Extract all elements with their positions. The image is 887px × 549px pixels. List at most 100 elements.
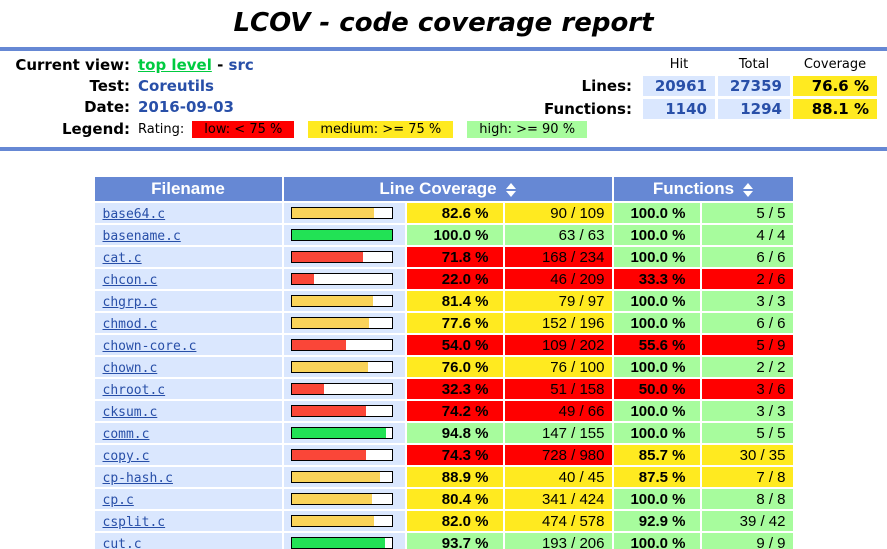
- column-header-filename[interactable]: Filename: [94, 177, 282, 201]
- summary-row-label: Functions:: [544, 100, 632, 118]
- coverage-bar: [290, 207, 393, 219]
- file-link[interactable]: chown.c: [102, 361, 158, 376]
- coverage-summary-table: Hit Total Coverage Lines: 20961 27359 76.6 % F…: [533, 54, 880, 122]
- line-coverage-ratio: 728 / 980: [504, 445, 612, 465]
- line-coverage-ratio: 76 / 100: [504, 357, 612, 377]
- coverage-bar: [290, 273, 393, 285]
- function-coverage-ratio: 5 / 5: [701, 203, 793, 223]
- table-row: cksum.c 74.2 % 49 / 66 100.0 % 3 / 3: [94, 401, 793, 421]
- sort-updown-icon[interactable]: [505, 182, 516, 197]
- test-value: Coreutils: [138, 77, 214, 95]
- file-link[interactable]: chmod.c: [102, 317, 158, 332]
- file-link[interactable]: cp-hash.c: [102, 471, 173, 486]
- coverage-bar-cell: [283, 335, 405, 355]
- file-coverage-table: Filename Line Coverage Functions base64.…: [93, 175, 795, 549]
- file-link[interactable]: chroot.c: [102, 383, 166, 398]
- coverage-bar-cell: [283, 357, 405, 377]
- summary-row: Functions: 1140 1294 88.1 %: [536, 99, 877, 119]
- file-link[interactable]: basename.c: [102, 229, 181, 244]
- legend-chip-low: low: < 75 %: [192, 121, 295, 138]
- function-coverage-percent: 100.0 %: [613, 423, 700, 443]
- coverage-bar: [290, 339, 393, 351]
- function-coverage-percent: 100.0 %: [613, 489, 700, 509]
- function-coverage-ratio: 3 / 3: [701, 291, 793, 311]
- table-row: chmod.c 77.6 % 152 / 196 100.0 % 6 / 6: [94, 313, 793, 333]
- function-coverage-ratio: 9 / 9: [701, 533, 793, 549]
- column-header-functions[interactable]: Functions: [613, 177, 793, 201]
- function-coverage-ratio: 2 / 2: [701, 357, 793, 377]
- summary-col-header: Total: [738, 57, 770, 72]
- coverage-bar: [290, 295, 393, 307]
- coverage-bar: [290, 251, 393, 263]
- table-row: copy.c 74.3 % 728 / 980 85.7 % 30 / 35: [94, 445, 793, 465]
- line-coverage-ratio: 168 / 234: [504, 247, 612, 267]
- file-link[interactable]: chcon.c: [102, 273, 158, 288]
- summary-coverage-value: 88.1 %: [793, 99, 877, 119]
- coverage-bar-cell: [283, 269, 405, 289]
- coverage-bar: [290, 427, 393, 439]
- coverage-bar-cell: [283, 291, 405, 311]
- file-link[interactable]: cksum.c: [102, 405, 158, 420]
- function-coverage-ratio: 6 / 6: [701, 247, 793, 267]
- summary-row-label: Lines:: [581, 77, 632, 95]
- file-link[interactable]: cp.c: [102, 493, 134, 508]
- filename-cell: csplit.c: [94, 511, 282, 531]
- file-link[interactable]: cat.c: [102, 251, 142, 266]
- test-label: Test:: [89, 77, 130, 95]
- function-coverage-ratio: 5 / 5: [701, 423, 793, 443]
- page-title: LCOV - code coverage report: [233, 8, 654, 38]
- file-link[interactable]: chgrp.c: [102, 295, 158, 310]
- coverage-bar: [290, 229, 393, 241]
- coverage-bar-cell: [283, 467, 405, 487]
- sort-updown-icon[interactable]: [743, 182, 754, 197]
- function-coverage-percent: 33.3 %: [613, 269, 700, 289]
- filename-cell: comm.c: [94, 423, 282, 443]
- line-coverage-percent: 93.7 %: [406, 533, 503, 549]
- line-coverage-percent: 80.4 %: [406, 489, 503, 509]
- line-coverage-ratio: 49 / 66: [504, 401, 612, 421]
- file-link[interactable]: chown-core.c: [102, 339, 197, 354]
- coverage-bar: [290, 317, 393, 329]
- top-level-link[interactable]: top level: [138, 56, 212, 74]
- current-directory: src: [228, 56, 254, 74]
- table-row: cp-hash.c 88.9 % 40 / 45 87.5 % 7 / 8: [94, 467, 793, 487]
- table-row: basename.c 100.0 % 63 / 63 100.0 % 4 / 4: [94, 225, 793, 245]
- line-coverage-ratio: 40 / 45: [504, 467, 612, 487]
- line-coverage-percent: 71.8 %: [406, 247, 503, 267]
- file-link[interactable]: comm.c: [102, 427, 150, 442]
- function-coverage-percent: 50.0 %: [613, 379, 700, 399]
- function-coverage-ratio: 8 / 8: [701, 489, 793, 509]
- function-coverage-percent: 92.9 %: [613, 511, 700, 531]
- line-coverage-percent: 82.0 %: [406, 511, 503, 531]
- column-header-line-coverage[interactable]: Line Coverage: [283, 177, 612, 201]
- filename-cell: cat.c: [94, 247, 282, 267]
- file-link[interactable]: copy.c: [102, 449, 150, 464]
- coverage-bar-cell: [283, 313, 405, 333]
- coverage-bar-cell: [283, 247, 405, 267]
- line-coverage-ratio: 79 / 97: [504, 291, 612, 311]
- summary-hit-value: 20961: [643, 76, 715, 96]
- coverage-bar-cell: [283, 511, 405, 531]
- function-coverage-ratio: 2 / 6: [701, 269, 793, 289]
- filename-cell: chmod.c: [94, 313, 282, 333]
- line-coverage-percent: 94.8 %: [406, 423, 503, 443]
- file-link[interactable]: base64.c: [102, 207, 166, 222]
- file-link[interactable]: csplit.c: [102, 515, 166, 530]
- coverage-bar-cell: [283, 445, 405, 465]
- breadcrumb-separator: -: [211, 56, 229, 74]
- coverage-bar: [290, 405, 393, 417]
- rating-label: Rating:: [138, 122, 185, 137]
- function-coverage-percent: 100.0 %: [613, 225, 700, 245]
- line-coverage-percent: 74.3 %: [406, 445, 503, 465]
- file-link[interactable]: cut.c: [102, 537, 142, 549]
- filename-cell: base64.c: [94, 203, 282, 223]
- summary-hit-value: 1140: [643, 99, 715, 119]
- table-row: chown.c 76.0 % 76 / 100 100.0 % 2 / 2: [94, 357, 793, 377]
- coverage-bar-cell: [283, 489, 405, 509]
- summary-total-value: 1294: [718, 99, 790, 119]
- line-coverage-ratio: 90 / 109: [504, 203, 612, 223]
- function-coverage-percent: 100.0 %: [613, 203, 700, 223]
- line-coverage-ratio: 51 / 158: [504, 379, 612, 399]
- current-view-label: Current view:: [15, 56, 130, 74]
- line-coverage-ratio: 474 / 578: [504, 511, 612, 531]
